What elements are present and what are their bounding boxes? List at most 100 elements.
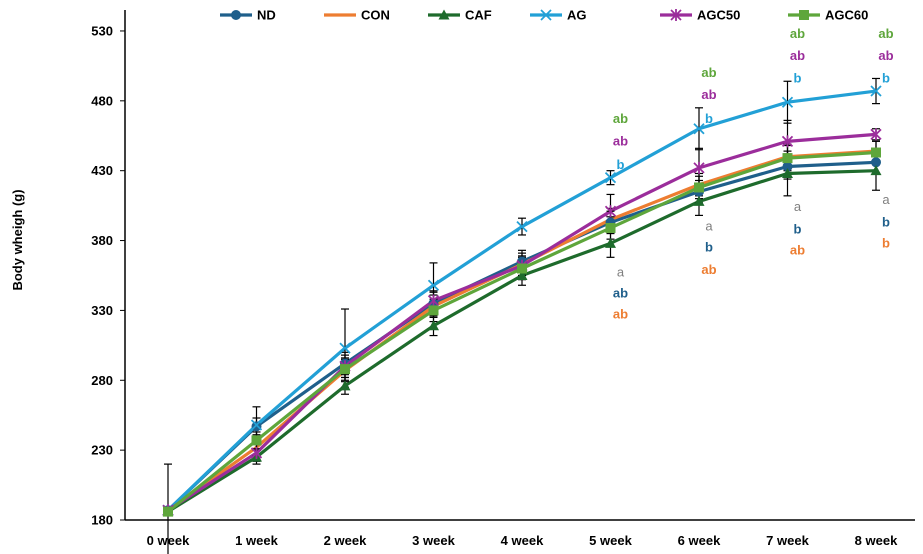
data-point-caf [516, 269, 528, 280]
data-point-agc60 [517, 263, 527, 274]
data-point-caf [428, 320, 439, 331]
significance-label: b [794, 70, 802, 85]
significance-label: a [617, 265, 625, 280]
significance-label: ab [613, 286, 628, 301]
data-point-agc60 [605, 222, 616, 233]
data-point-ag [604, 172, 617, 184]
legend-marker-stroke [540, 9, 552, 21]
data-point-ag [339, 342, 351, 354]
legend-item-con: CON [324, 8, 390, 23]
significance-label: ab [701, 65, 716, 80]
data-point-ag [250, 419, 263, 431]
y-tick-label: 330 [91, 303, 113, 318]
series-line-ag [166, 89, 877, 512]
x-tick-label: 3 week [412, 533, 455, 548]
data-point-ag [870, 85, 882, 97]
y-tick-label: 430 [91, 163, 113, 178]
data-point-agc60 [251, 435, 262, 446]
data-point-agc50 [604, 205, 617, 218]
significance-label: ab [790, 242, 805, 257]
significance-label: b [882, 235, 890, 250]
significance-label: b [705, 111, 713, 126]
data-point-ag-stroke [604, 172, 617, 184]
significance-label: a [882, 192, 890, 207]
significance-label: b [705, 240, 713, 255]
significance-label: ab [613, 133, 628, 148]
legend-marker [799, 10, 809, 20]
data-point-ag-stroke [427, 279, 440, 291]
data-point-ag-stroke [250, 419, 263, 431]
y-tick-label: 180 [91, 513, 113, 528]
data-point-agc60 [782, 153, 793, 164]
significance-label: b [882, 70, 890, 85]
legend-label: ND [257, 8, 276, 23]
legend-item-caf: CAF [428, 8, 492, 23]
significance-label: b [617, 157, 625, 172]
legend-label: AG [567, 8, 587, 23]
x-tick-label: 5 week [589, 533, 632, 548]
data-point-agc50 [693, 161, 705, 174]
data-point-ag [693, 123, 705, 135]
legend-label: CON [361, 8, 390, 23]
significance-label: ab [790, 48, 805, 63]
series-line-nd [166, 160, 877, 512]
data-point-ag-stroke [693, 123, 705, 135]
significance-label: ab [613, 111, 628, 126]
series-layer [166, 89, 877, 513]
y-axis-title: Body wheigh (g) [10, 189, 25, 290]
data-point-caf [693, 195, 705, 206]
legend-marker [231, 10, 241, 20]
data-point-agc60 [871, 147, 881, 158]
legend-item-agc50: AGC50 [660, 8, 740, 23]
legend: ND CON CAF AG AGC50 AGC60 [220, 8, 868, 23]
significance-label: ab [613, 307, 628, 322]
legend-label: AGC60 [825, 8, 868, 23]
significance-label: b [794, 221, 802, 236]
x-tick-label: 6 week [678, 533, 721, 548]
data-point-agc50 [870, 128, 882, 141]
data-point-ag-stroke [516, 220, 528, 233]
data-point-agc60 [163, 506, 173, 517]
series-line-agc50 [167, 132, 877, 512]
x-tick-label: 1 week [235, 533, 278, 548]
errorbar-layer [164, 77, 880, 554]
y-tick-label: 380 [91, 233, 113, 248]
series-line-agc60 [166, 150, 877, 513]
significance-label: ab [701, 262, 716, 277]
data-point-agc50 [781, 135, 794, 148]
data-point-agc50 [427, 294, 440, 307]
y-tick-label: 530 [91, 23, 113, 38]
significance-label: ab [878, 48, 893, 63]
marker-layer [162, 85, 882, 517]
significance-label: b [882, 214, 890, 229]
legend-marker [540, 9, 552, 21]
significance-label: a [705, 219, 713, 234]
series-line-con [167, 149, 877, 512]
data-point-agc60 [694, 182, 704, 193]
y-tick-label: 480 [91, 93, 113, 108]
significance-label: ab [701, 87, 716, 102]
data-point-agc60 [340, 364, 350, 375]
x-tick-label: 7 week [766, 533, 809, 548]
data-point-caf [782, 167, 793, 178]
data-point-ag [427, 279, 440, 291]
x-tick-label: 8 week [855, 533, 898, 548]
legend-marker [438, 9, 450, 20]
data-point-nd [251, 421, 262, 432]
significance-label: ab [878, 26, 893, 41]
data-point-ag-stroke [781, 96, 794, 108]
x-tick-label: 2 week [324, 533, 367, 548]
data-point-ag [781, 96, 794, 108]
legend-marker [670, 9, 682, 21]
data-point-agc50 [250, 446, 263, 459]
legend-item-ag: AG [530, 8, 587, 23]
x-tick-label: 4 week [501, 533, 544, 548]
data-point-ag [516, 220, 528, 233]
y-tick-label: 280 [91, 373, 113, 388]
data-point-caf [339, 380, 351, 391]
significance-label: ab [790, 26, 805, 41]
